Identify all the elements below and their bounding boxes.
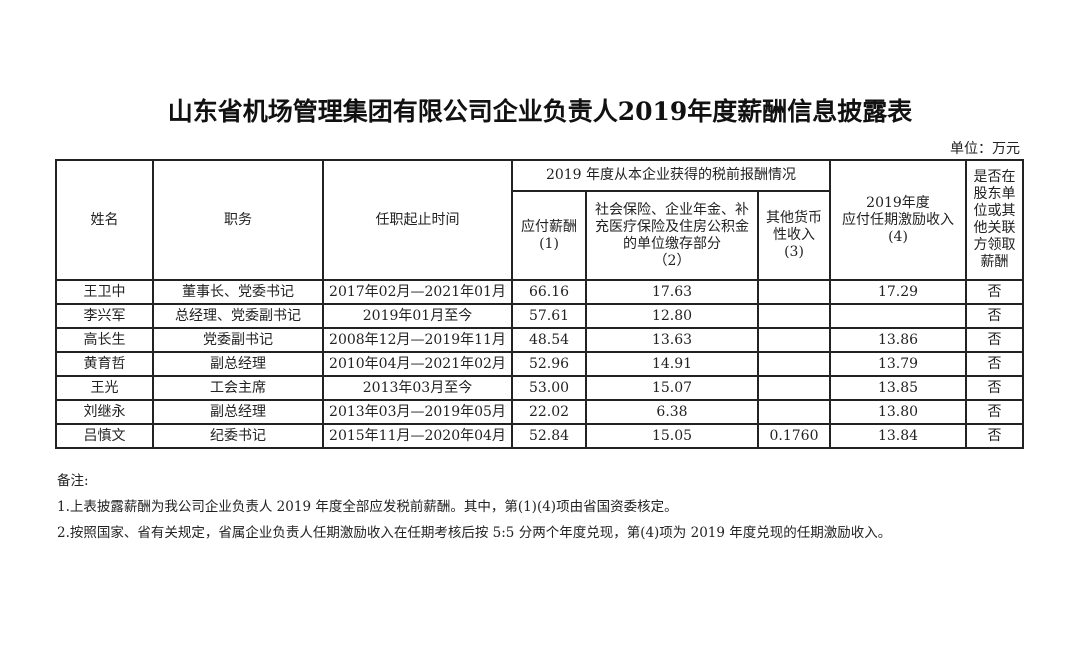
cell-term: 2017年02月—2021年01月 [322,279,513,305]
cell-term: 2010年04月—2021年02月 [322,351,513,377]
page-title: 山东省机场管理集团有限公司企业负责人2019年度薪酬信息披露表 [167,97,913,126]
cell-other [757,279,831,305]
cell-incentive: 13.79 [829,351,967,377]
cell-term: 2013年03月至今 [322,375,513,401]
cell-related: 否 [965,375,1024,401]
cell-salary: 48.54 [511,327,587,353]
cell-related: 否 [965,327,1024,353]
header-name: 姓名 [55,159,154,281]
cell-incentive: 13.85 [829,375,967,401]
cell-insurance: 12.80 [585,303,759,329]
cell-name: 刘继永 [55,399,154,425]
cell-term: 2015年11月—2020年04月 [322,423,513,449]
cell-name: 黄育哲 [55,351,154,377]
cell-related: 否 [965,399,1024,425]
cell-other [757,399,831,425]
cell-incentive: 13.84 [829,423,967,449]
cell-insurance: 15.07 [585,375,759,401]
cell-term: 2008年12月—2019年11月 [322,327,513,353]
cell-term: 2019年01月至今 [322,303,513,329]
cell-name: 王光 [55,375,154,401]
cell-other [757,351,831,377]
cell-salary: 52.96 [511,351,587,377]
cell-incentive [829,303,967,329]
cell-other [757,327,831,353]
table-row: 高长生 党委副书记 2008年12月—2019年11月 48.54 13.63 13.86… [55,327,1024,353]
cell-position: 纪委书记 [152,423,324,449]
cell-insurance: 17.63 [585,279,759,305]
cell-related: 否 [965,423,1024,449]
cell-insurance: 6.38 [585,399,759,425]
cell-salary: 57.61 [511,303,587,329]
cell-salary: 22.02 [511,399,587,425]
notes-heading: 备注: [57,473,89,489]
header-other: 其他货币性收入 (3) [757,190,831,281]
cell-position: 副总经理 [152,399,324,425]
notes: 备注: 1.上表披露薪酬为我公司企业负责人 2019 年度全部应发税前薪酬。其中… [57,468,891,546]
table-row: 刘继永 副总经理 2013年03月—2019年05月 22.02 6.38 13.80 否 [55,399,1024,425]
cell-position: 总经理、党委副书记 [152,303,324,329]
unit-label: 单位：万元 [950,141,1020,157]
cell-position: 副总经理 [152,351,324,377]
cell-name: 高长生 [55,327,154,353]
table-row: 吕慎文 纪委书记 2015年11月—2020年04月 52.84 15.05 0.1760… [55,423,1024,449]
cell-name: 李兴军 [55,303,154,329]
cell-related: 否 [965,351,1024,377]
note-2: 2.按照国家、省有关规定，省属企业负责人任期激励收入在任期考核后按 5:5 分两… [57,525,892,541]
table-row: 王光 工会主席 2013年03月至今 53.00 15.07 13.85 否 [55,375,1024,401]
cell-position: 董事长、党委书记 [152,279,324,305]
cell-insurance: 13.63 [585,327,759,353]
cell-name: 吕慎文 [55,423,154,449]
header-related: 是否在股东单位或其他关联方领取薪酬 [965,159,1024,281]
cell-insurance: 14.91 [585,351,759,377]
cell-related: 否 [965,303,1024,329]
cell-insurance: 15.05 [585,423,759,449]
table-row: 黄育哲 副总经理 2010年04月—2021年02月 52.96 14.91 13.79 否 [55,351,1024,377]
header-group: 2019 年度从本企业获得的税前报酬情况 [511,159,831,192]
cell-other [757,303,831,329]
cell-incentive: 13.86 [829,327,967,353]
cell-name: 王卫中 [55,279,154,305]
cell-salary: 66.16 [511,279,587,305]
salary-table: 姓名 职务 任职起止时间 2019 年度从本企业获得的税前报酬情况 2019年度… [55,159,1024,449]
cell-related: 否 [965,279,1024,305]
header-salary: 应付薪酬 (1) [511,190,587,281]
table-row: 王卫中 董事长、党委书记 2017年02月—2021年01月 66.16 17.63 17… [55,279,1024,305]
cell-position: 工会主席 [152,375,324,401]
header-incentive: 2019年度 应付任期激励收入 (4) [829,159,967,281]
table-row: 李兴军 总经理、党委副书记 2019年01月至今 57.61 12.80 否 [55,303,1024,329]
cell-position: 党委副书记 [152,327,324,353]
cell-incentive: 13.80 [829,399,967,425]
cell-salary: 53.00 [511,375,587,401]
header-insurance: 社会保险、企业年金、补充医疗保险及住房公积金的单位缴存部分 （2） [585,190,759,281]
cell-term: 2013年03月—2019年05月 [322,399,513,425]
cell-other [757,375,831,401]
cell-salary: 52.84 [511,423,587,449]
header-term: 任职起止时间 [322,159,513,281]
note-1: 1.上表披露薪酬为我公司企业负责人 2019 年度全部应发税前薪酬。其中，第(1… [57,499,678,515]
cell-other: 0.1760 [757,423,831,449]
cell-incentive: 17.29 [829,279,967,305]
header-position: 职务 [152,159,324,281]
